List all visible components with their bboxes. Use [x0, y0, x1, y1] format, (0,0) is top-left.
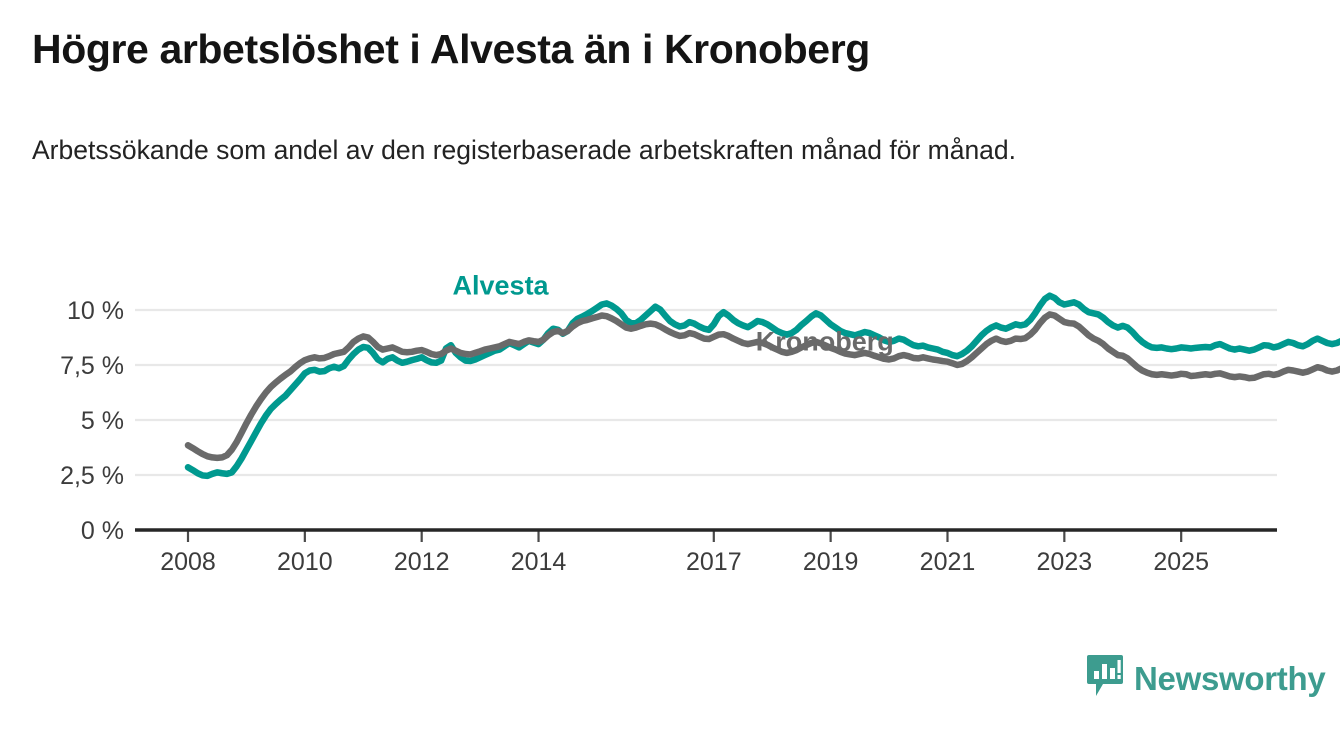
x-axis-labels-group: 2008 2010 2012 2014 2017 2019 2021 2023 2025 [160, 548, 1209, 576]
x-axis-tick-label: 2025 [1153, 548, 1209, 576]
page-title: Högre arbetslöshet i Alvesta än i Kronob… [32, 26, 870, 72]
y-axis-tick-label: 5 % [81, 407, 124, 435]
gridlines-group [135, 308, 1277, 477]
x-axis-tick-label: 2010 [277, 548, 333, 576]
x-axis-tick-label: 2014 [511, 548, 567, 576]
series-annotations-group: Alvesta Kronoberg [453, 271, 894, 357]
logo-text: Newsworthy [1134, 660, 1326, 697]
y-axis-tick-label: 10 % [67, 297, 124, 325]
x-axis-tick-label: 2008 [160, 548, 216, 576]
series-paths-group [184, 292, 1340, 480]
y-axis-labels-group: 0 % 2,5 % 5 % 7,5 % 10 % [60, 297, 124, 545]
bar-chart-speech-bubble-icon [1086, 654, 1124, 703]
page-subtitle: Arbetssökande som andel av den registerb… [32, 135, 1017, 165]
series-line-kronoberg [184, 311, 1340, 462]
series-annotation-kronoberg: Kronoberg [756, 327, 894, 357]
x-axis-tick-label: 2012 [394, 548, 450, 576]
newsworthy-logo: Newsworthy [1086, 654, 1326, 703]
y-axis-tick-label: 2,5 % [60, 462, 124, 490]
x-axis-tick-label: 2023 [1037, 548, 1093, 576]
x-axis-tick-label: 2019 [803, 548, 859, 576]
y-axis-tick-label: 0 % [81, 517, 124, 545]
x-tick-marks-group [186, 530, 1183, 542]
x-axis-tick-label: 2021 [920, 548, 976, 576]
x-axis-tick-label: 2017 [686, 548, 742, 576]
series-line-alvesta [184, 292, 1340, 480]
series-annotation-alvesta: Alvesta [453, 271, 550, 301]
y-axis-tick-label: 7,5 % [60, 352, 124, 380]
